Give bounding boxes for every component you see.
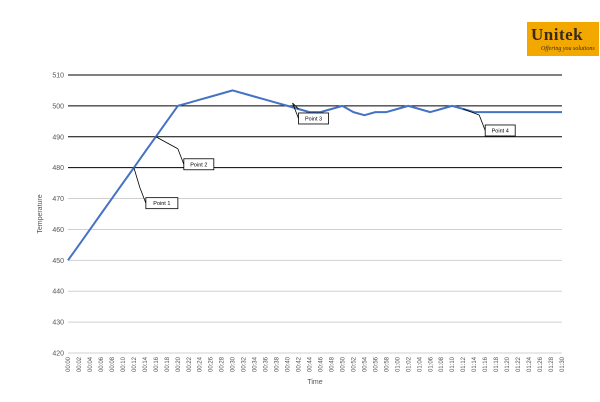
callout-leader — [463, 108, 480, 116]
x-tick-label: 00:00 — [66, 356, 72, 372]
y-tick-label: 510 — [52, 73, 64, 80]
x-tick-label: 00:38 — [275, 356, 281, 372]
y-tick-label: 440 — [52, 289, 64, 296]
x-tick-label: 01:22 — [516, 356, 522, 372]
callout-leader — [292, 102, 299, 119]
y-tick-label: 430 — [52, 320, 64, 327]
callout-leader — [292, 102, 299, 110]
x-axis-title: Time — [307, 379, 322, 386]
y-tick-label: 450 — [52, 258, 64, 265]
x-tick-label: 00:40 — [286, 356, 292, 372]
y-tick-label: 470 — [52, 196, 64, 203]
logo-tagline: Offering you solutions — [541, 46, 595, 52]
callout-label: Point 3 — [305, 116, 322, 122]
x-tick-label: 00:08 — [110, 356, 116, 372]
x-tick-label: 00:46 — [318, 356, 324, 372]
x-tick-label: 00:28 — [220, 356, 226, 372]
x-tick-label: 00:30 — [231, 356, 237, 372]
x-tick-label: 01:06 — [428, 356, 434, 372]
x-tick-label: 00:20 — [176, 356, 182, 372]
series-line — [67, 89, 562, 261]
x-tick-label: 01:02 — [406, 356, 412, 372]
y-tick-label: 420 — [52, 351, 64, 358]
y-tick-label: 480 — [52, 165, 64, 172]
x-tick-label: 00:12 — [132, 356, 138, 372]
x-tick-label: 01:00 — [395, 356, 401, 372]
x-tick-label: 00:36 — [264, 356, 270, 372]
x-tick-label: 00:16 — [154, 356, 160, 372]
callout-leader — [139, 187, 147, 204]
x-tick-label: 00:52 — [351, 356, 357, 372]
x-tick-label: 00:56 — [373, 356, 379, 372]
y-tick-label: 490 — [52, 134, 64, 141]
x-tick-label: 00:42 — [297, 356, 303, 372]
y-tick-label: 500 — [52, 103, 64, 110]
callout-box — [145, 197, 179, 210]
callout-label: Point 4 — [492, 128, 509, 134]
x-tick-label: 00:10 — [121, 356, 127, 372]
x-tick-label: 00:24 — [198, 356, 204, 372]
x-tick-label: 01:08 — [439, 356, 445, 372]
y-tick-label: 460 — [52, 227, 64, 234]
callout-box — [298, 112, 329, 125]
logo-brand-name: Unitek — [531, 25, 584, 44]
callout-leader — [155, 136, 179, 150]
callout-leader — [177, 148, 185, 165]
x-tick-label: 00:48 — [329, 356, 335, 372]
x-tick-label: 01:20 — [505, 356, 511, 372]
x-tick-label: 01:28 — [549, 356, 555, 372]
x-tick-label: 00:32 — [242, 356, 248, 372]
x-tick-label: 00:54 — [362, 356, 368, 372]
y-axis-title: Temperature — [37, 194, 44, 233]
x-tick-label: 01:14 — [472, 356, 478, 372]
x-tick-label: 01:16 — [483, 356, 489, 372]
x-tick-label: 01:26 — [538, 356, 544, 372]
x-tick-label: 00:14 — [143, 356, 149, 372]
x-tick-label: 00:18 — [165, 356, 171, 372]
x-tick-label: 00:22 — [187, 356, 193, 372]
x-tick-label: 01:24 — [527, 356, 533, 372]
callout-label: Point 1 — [153, 201, 170, 207]
callout-leader — [478, 114, 486, 131]
x-tick-label: 00:34 — [253, 356, 259, 372]
callout-leader — [133, 167, 141, 188]
callout-box — [183, 158, 215, 171]
callout-label: Point 2 — [190, 162, 207, 168]
x-tick-label: 00:26 — [209, 356, 215, 372]
x-tick-label: 01:12 — [461, 356, 467, 372]
company-logo: Unitek Offering you solutions — [527, 22, 599, 56]
x-tick-label: 00:02 — [77, 356, 83, 372]
x-tick-label: 00:58 — [384, 356, 390, 372]
x-tick-label: 01:18 — [494, 356, 500, 372]
x-tick-label: 00:50 — [340, 356, 346, 372]
callout-box — [484, 124, 516, 137]
x-tick-label: 00:04 — [88, 356, 94, 372]
x-tick-label: 01:30 — [560, 356, 566, 372]
x-tick-label: 01:10 — [450, 356, 456, 372]
x-tick-label: 00:06 — [99, 356, 105, 372]
x-tick-label: 01:04 — [417, 356, 423, 372]
x-tick-label: 00:44 — [308, 356, 314, 372]
